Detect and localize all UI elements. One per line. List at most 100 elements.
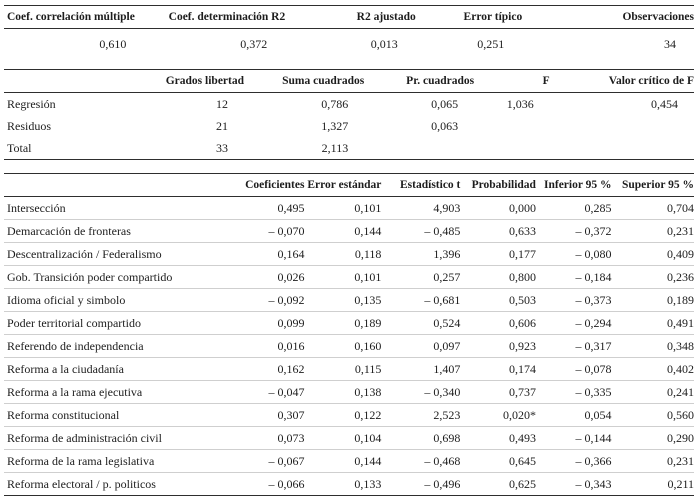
value-cell: 0,138 [354, 384, 382, 399]
value-cell: 34 [664, 37, 676, 51]
data-row: Reforma de la rama legislativa – 0,067 0,1… [4, 450, 694, 473]
value-cell: – 0,066 [268, 476, 305, 491]
value-cell: 0,065 [431, 96, 459, 111]
value-cell: 0,348 [667, 338, 694, 353]
data-row: Residuos 21 1,327 0,063 [4, 115, 694, 137]
value-cell: 0,000 [508, 200, 536, 215]
value-cell: 1,396 [433, 246, 461, 261]
row-label: Reforma a la ciudadanía [7, 361, 124, 376]
value-cell: 0,402 [667, 361, 694, 376]
value-cell: 0,285 [584, 200, 612, 215]
value-cell: – 0,468 [424, 453, 461, 468]
value-cell: – 0,343 [575, 476, 612, 491]
value-cell: 0,122 [354, 407, 382, 422]
header-row: Grados libertad Suma cuadrados Pr. cuadrad… [4, 69, 694, 93]
value-cell: 0,737 [508, 384, 536, 399]
value-cell: 4,903 [433, 200, 461, 215]
value-cell: – 0,067 [268, 453, 305, 468]
value-cell: 1,036 [506, 96, 534, 111]
data-row: Gob. Transición poder compartido 0,026 0,1… [4, 266, 694, 289]
value-cell: 0,101 [354, 269, 382, 284]
value-cell: 21 [216, 118, 228, 133]
value-cell: 12 [216, 96, 228, 111]
value-cell: 0,118 [354, 246, 382, 261]
row-label: Intersección [7, 200, 66, 215]
coefficients-table: Coeficientes Error estándar Estadístico t P… [4, 173, 694, 496]
header-row: Coef. correlación múltiple Coef. determin… [4, 6, 694, 29]
value-cell: – 0,144 [575, 430, 612, 445]
summary-statistics-table: Coef. correlación múltiple Coef. determin… [4, 5, 694, 62]
value-cell: 0,162 [277, 361, 305, 376]
data-row: Reforma a la ciudadanía 0,162 0,115 1,407 0,… [4, 358, 694, 381]
value-cell: 0,493 [508, 430, 536, 445]
value-cell: – 0,294 [575, 315, 612, 330]
column-header: R2 ajustado [356, 11, 416, 23]
data-row: Reforma a la rama ejecutiva – 0,047 0,138 –… [4, 381, 694, 404]
data-row: Total 33 2,113 [4, 137, 694, 160]
value-cell: 0,189 [667, 292, 694, 307]
value-cell [474, 137, 550, 160]
value-cell: 1,407 [433, 361, 461, 376]
value-cell: 0,786 [321, 96, 349, 111]
value-cell: – 0,373 [575, 292, 612, 307]
column-header: Suma cuadrados [282, 75, 365, 87]
data-row: 0,610 0,372 0,013 0,251 34 [4, 29, 694, 63]
value-cell: – 0,317 [575, 338, 612, 353]
data-row: Demarcación de fronteras – 0,070 0,144 – 0,… [4, 220, 694, 243]
value-cell: – 0,092 [268, 292, 305, 307]
value-cell: 0,104 [354, 430, 382, 445]
data-row: Reforma constitucional 0,307 0,122 2,523 0,0… [4, 404, 694, 427]
value-cell: – 0,335 [575, 384, 612, 399]
column-header: Superior 95 % [622, 179, 694, 191]
value-cell: 0,063 [431, 118, 459, 133]
column-header: Coeficientes [245, 179, 305, 191]
row-label: Gob. Transición poder compartido [7, 269, 173, 284]
column-header: Observaciones [622, 11, 694, 23]
value-cell: – 0,372 [575, 223, 612, 238]
value-cell: 0,560 [667, 407, 694, 422]
data-row: Regresión 12 0,786 0,065 1,036 0,454 [4, 93, 694, 116]
value-cell: 0,016 [277, 338, 305, 353]
value-cell: 0,174 [508, 361, 536, 376]
row-label: Reforma electoral / p. politicos [7, 476, 156, 491]
value-cell: 0,606 [508, 315, 536, 330]
row-label: Descentralización / Federalismo [7, 246, 162, 261]
row-label: Residuos [7, 118, 52, 133]
value-cell: – 0,080 [575, 246, 612, 261]
column-header: Estadístico t [400, 179, 461, 191]
column-header: Error típico [463, 11, 523, 23]
data-row: Descentralización / Federalismo 0,164 0,11… [4, 243, 694, 266]
row-label: Regresión [7, 96, 56, 111]
value-cell: – 0,047 [268, 384, 305, 399]
value-cell: 2,113 [321, 140, 349, 155]
value-cell: 0,177 [508, 246, 536, 261]
value-cell: 0,099 [277, 315, 305, 330]
row-label: Total [7, 140, 32, 155]
value-cell: 0,923 [508, 338, 536, 353]
value-cell [474, 115, 550, 137]
value-cell: – 0,184 [575, 269, 612, 284]
data-row: Reforma electoral / p. politicos – 0,066 0… [4, 473, 694, 496]
value-cell: 33 [216, 140, 228, 155]
value-cell: 0,101 [354, 200, 382, 215]
value-cell: – 0,485 [424, 223, 461, 238]
value-cell: 0,800 [508, 269, 536, 284]
column-header [4, 70, 110, 93]
value-cell: 0,454 [651, 96, 678, 111]
row-label: Reforma constitucional [7, 407, 120, 422]
column-header: Coef. determinación R2 [168, 11, 286, 23]
value-cell: 0,290 [667, 430, 694, 445]
value-cell: 0,704 [667, 200, 694, 215]
value-cell: – 0,681 [424, 292, 461, 307]
value-cell: 0,026 [277, 269, 305, 284]
header-row: Coeficientes Error estándar Estadístico t P… [4, 173, 694, 197]
column-header: Pr. cuadrados [406, 75, 475, 87]
column-header: Inferior 95 % [544, 179, 612, 191]
value-cell: 0,251 [477, 37, 505, 51]
row-label: Reforma a la rama ejecutiva [7, 384, 143, 399]
row-label: Poder territorial compartido [7, 315, 141, 330]
data-row: Idioma oficial y simbolo – 0,092 0,135 – 0,… [4, 289, 694, 312]
value-cell: 0,495 [277, 200, 305, 215]
data-row: Intersección 0,495 0,101 4,903 0,000 0,285 0,7… [4, 197, 694, 220]
